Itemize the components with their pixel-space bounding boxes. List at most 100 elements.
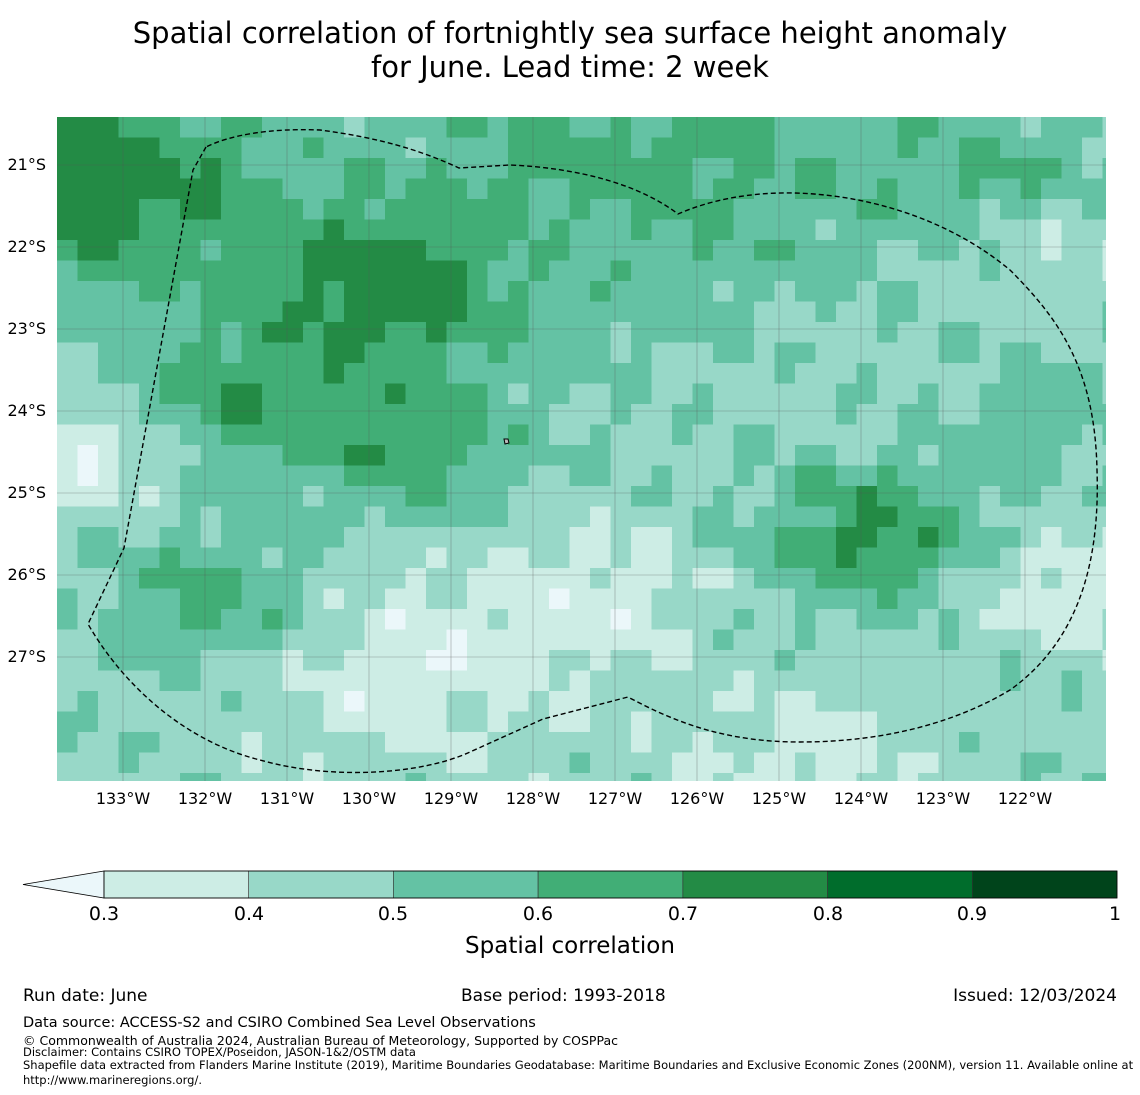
field-cell [672, 240, 694, 262]
field-cell [528, 465, 550, 487]
field-cell [57, 424, 79, 446]
field-cell [303, 691, 325, 713]
field-cell [282, 219, 304, 241]
field-cell [77, 281, 99, 303]
field-cell [118, 445, 140, 467]
field-cell [1102, 383, 1106, 405]
field-cell [221, 137, 243, 159]
field-cell [713, 691, 735, 713]
field-cell [159, 670, 181, 692]
field-cell [918, 711, 940, 733]
field-cell [98, 486, 120, 508]
field-cell [549, 445, 571, 467]
field-cell [508, 178, 530, 200]
field-cell [262, 732, 284, 754]
field-cell [774, 342, 796, 364]
copyright-note: © Commonwealth of Australia 2024, Austra… [23, 1033, 618, 1048]
field-cell [282, 670, 304, 692]
field-cell [795, 301, 817, 323]
field-cell [77, 752, 99, 774]
field-cell [651, 465, 673, 487]
field-cell [508, 486, 530, 508]
field-cell [1082, 609, 1104, 631]
field-cell [631, 609, 653, 631]
field-cell [1082, 240, 1104, 262]
field-cell [651, 342, 673, 364]
field-cell [795, 363, 817, 385]
field-cell [180, 711, 202, 733]
field-cell [979, 486, 1001, 508]
field-cell [1000, 650, 1022, 672]
field-cell [733, 732, 755, 754]
field-cell [610, 732, 632, 754]
field-cell [590, 260, 612, 282]
field-cell [467, 691, 489, 713]
field-cell [590, 240, 612, 262]
field-cell [979, 650, 1001, 672]
field-cell [672, 445, 694, 467]
field-cell [98, 527, 120, 549]
field-cell [364, 383, 386, 405]
field-cell [754, 547, 776, 569]
field-cell [590, 404, 612, 426]
field-cell [959, 711, 981, 733]
map-title-line-2: for June. Lead time: 2 week [371, 50, 769, 84]
field-cell [180, 281, 202, 303]
field-cell [262, 568, 284, 590]
field-cell [508, 691, 530, 713]
field-cell [446, 527, 468, 549]
field-cell [77, 588, 99, 610]
field-cell [754, 773, 776, 781]
field-cell [692, 117, 714, 139]
field-cell [856, 199, 878, 221]
field-cell [836, 137, 858, 159]
field-cell [508, 281, 530, 303]
field-cell [282, 137, 304, 159]
field-cell [549, 240, 571, 262]
field-cell [692, 383, 714, 405]
field-cell [508, 424, 530, 446]
field-cell [200, 383, 222, 405]
lat-label-21s: 21°S [7, 155, 46, 174]
field-cell [487, 404, 509, 426]
field-cell [200, 588, 222, 610]
field-cell [569, 322, 591, 344]
field-cell [672, 117, 694, 139]
field-cell [467, 240, 489, 262]
field-cell [836, 547, 858, 569]
field-cell [1041, 547, 1063, 569]
field-cell [733, 199, 755, 221]
field-cell [1020, 117, 1042, 139]
field-cell [303, 117, 325, 139]
field-cell [672, 281, 694, 303]
field-cell [98, 404, 120, 426]
field-cell [446, 588, 468, 610]
field-cell [1000, 342, 1022, 364]
field-cell [918, 219, 940, 241]
field-cell [590, 445, 612, 467]
field-cell [118, 547, 140, 569]
field-cell [344, 240, 366, 262]
field-cell [405, 322, 427, 344]
field-cell [1020, 486, 1042, 508]
field-cell [672, 629, 694, 651]
field-cell [1102, 404, 1106, 426]
field-cell [877, 773, 899, 781]
field-cell [1102, 445, 1106, 467]
field-cell [159, 404, 181, 426]
field-cell [713, 383, 735, 405]
field-cell [631, 527, 653, 549]
field-cell [364, 506, 386, 528]
field-cell [590, 486, 612, 508]
field-cell [856, 424, 878, 446]
field-cell [405, 711, 427, 733]
field-cell [508, 404, 530, 426]
field-cell [426, 465, 448, 487]
field-cell [344, 342, 366, 364]
field-cell [77, 342, 99, 364]
field-cell [118, 711, 140, 733]
field-cell [569, 506, 591, 528]
field-cell [77, 568, 99, 590]
field-cell [98, 609, 120, 631]
field-cell [98, 568, 120, 590]
